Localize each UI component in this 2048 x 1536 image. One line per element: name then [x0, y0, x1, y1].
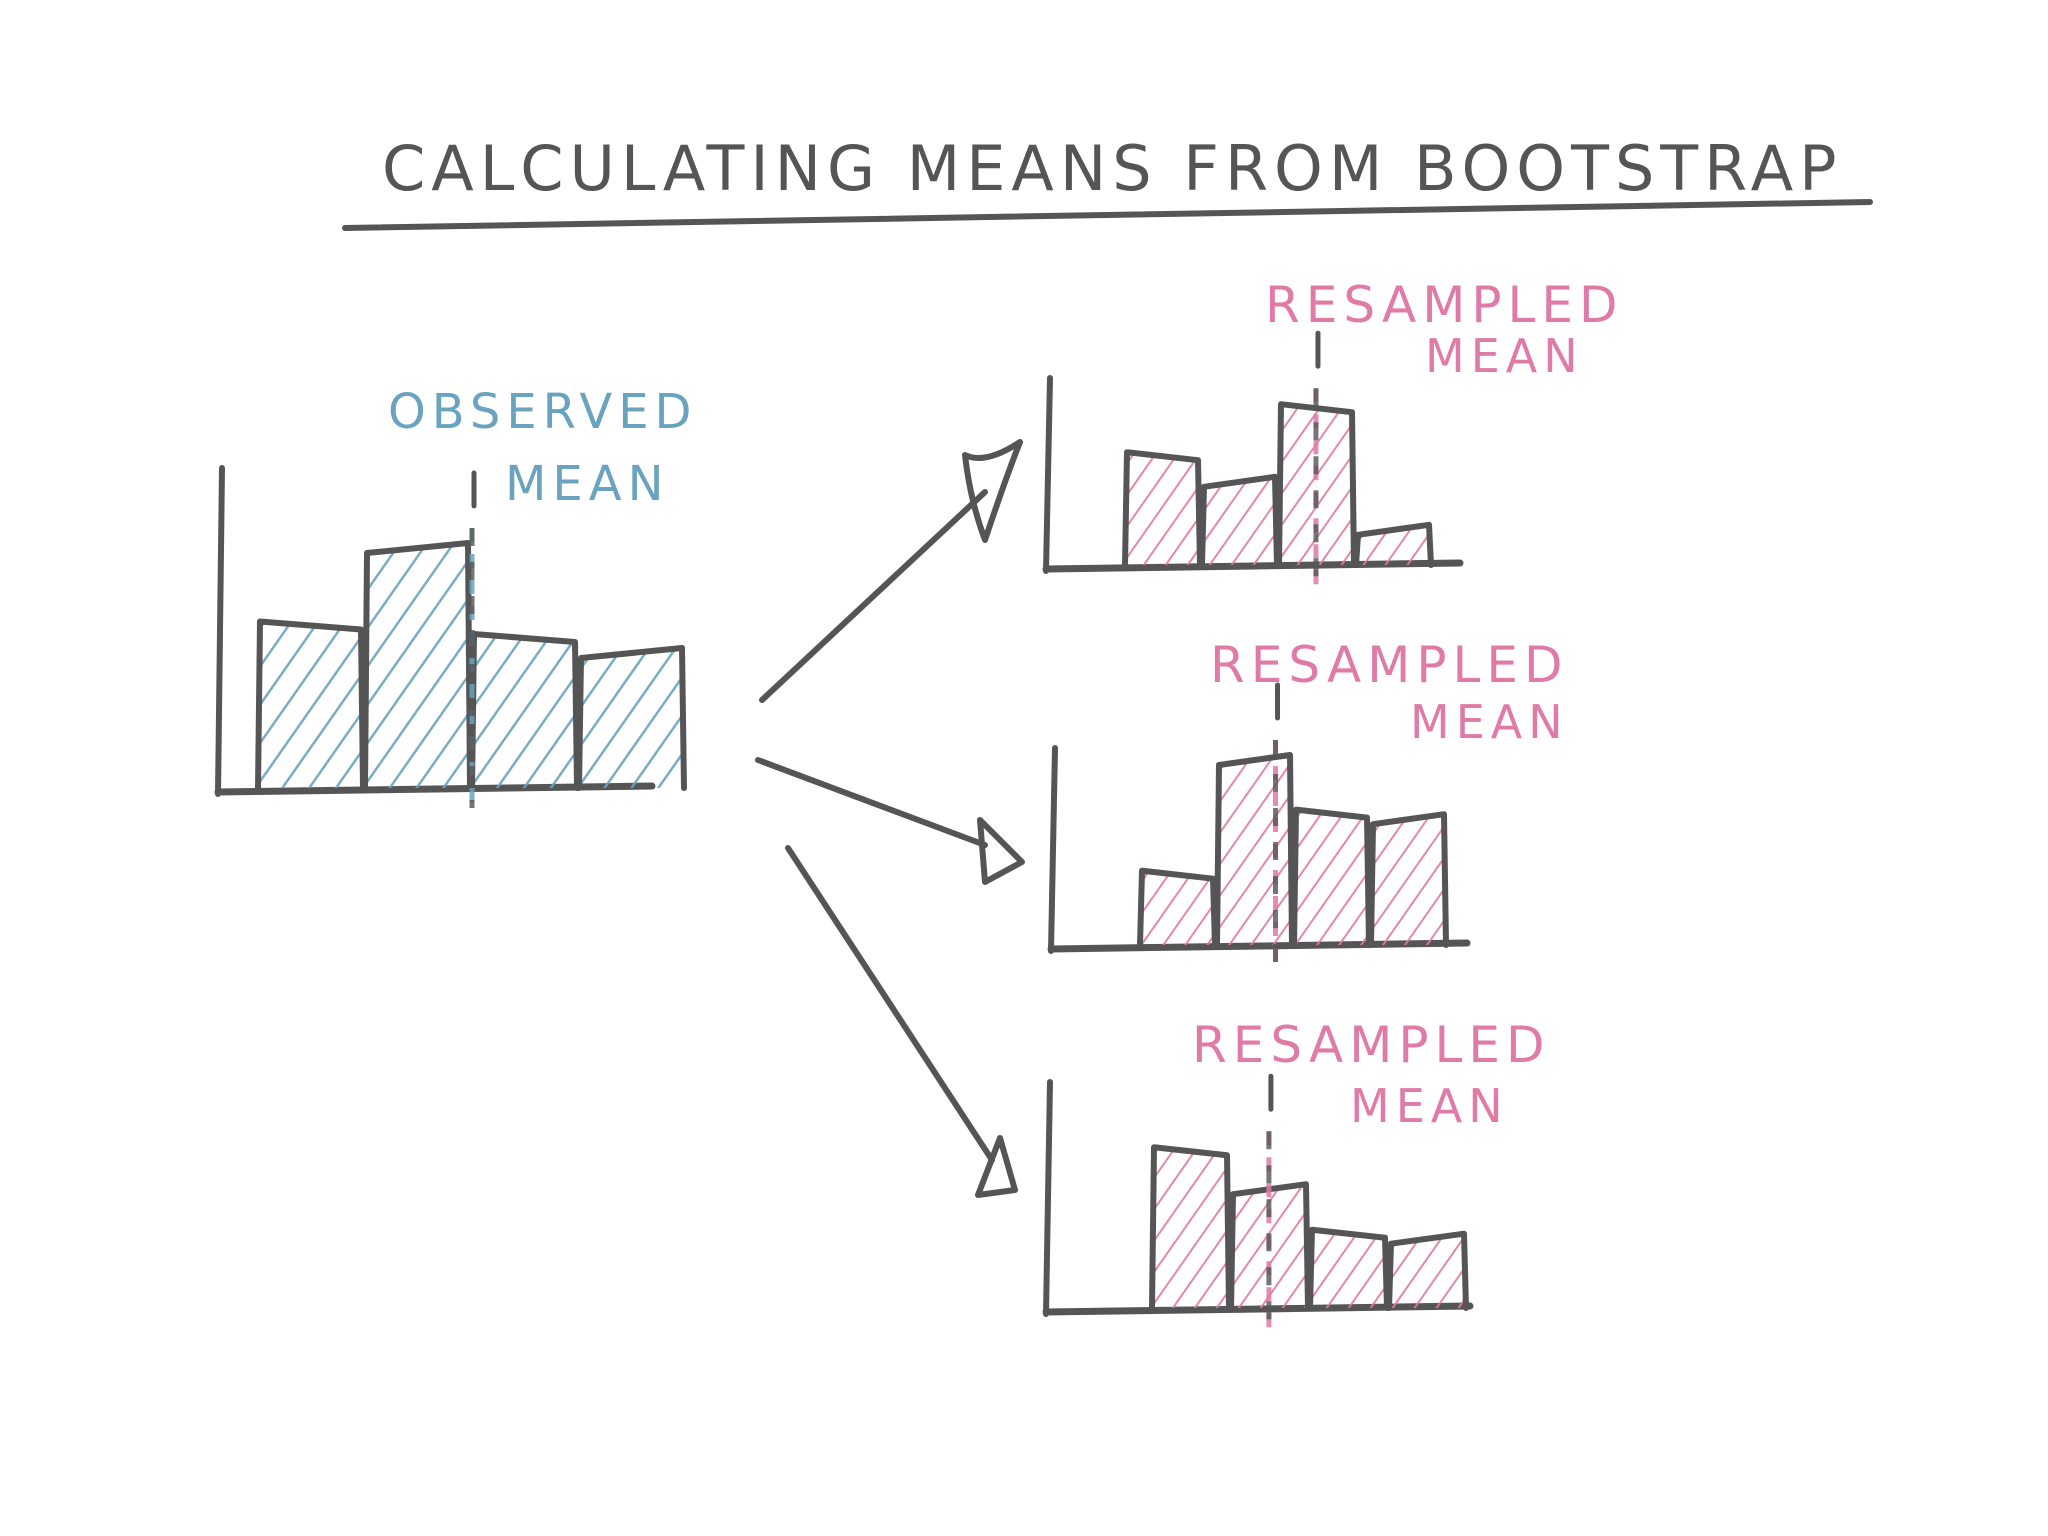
arrow-icon: [759, 439, 1023, 703]
histogram-bar-fill: [1389, 1233, 1466, 1308]
histogram-bar-fill: [1294, 809, 1369, 945]
observed-histogram: [214, 465, 687, 813]
histogram-bar: [1276, 401, 1357, 568]
histogram-bar-fill: [1140, 870, 1215, 945]
histogram-bar-fill: [365, 543, 470, 788]
y-axis: [215, 465, 225, 797]
histogram-bar: [1214, 752, 1295, 948]
histogram-bar: [1386, 1230, 1469, 1311]
y-axis: [1048, 745, 1058, 954]
diagram-title: CALCULATING MEANS FROM BOOTSTRAP: [382, 132, 1843, 205]
observed-label-line1: OBSERVED: [388, 384, 698, 440]
histogram-bar: [1199, 473, 1280, 568]
histogram-bar-fill: [258, 621, 363, 788]
resample-1-label-line2: MEAN: [1425, 329, 1584, 383]
histogram-bar: [1291, 806, 1372, 948]
resample-3-label-line2: MEAN: [1350, 1079, 1509, 1133]
histogram-bar: [255, 618, 366, 791]
histogram-bar-fill: [1125, 452, 1200, 565]
histogram-bar-fill: [1217, 755, 1292, 945]
arrow-icon: [755, 757, 1025, 885]
resample-histogram-3: [1042, 1073, 1474, 1333]
histogram-bar: [1368, 811, 1449, 948]
histogram-bar-fill: [1152, 1147, 1229, 1308]
resample-3-label-line1: RESAMPLED: [1192, 1016, 1550, 1074]
histogram-bar: [576, 645, 687, 791]
histogram-bar-fill: [1202, 476, 1277, 565]
histogram-bar-fill: [1310, 1229, 1387, 1308]
arrow-icon: [785, 845, 1018, 1198]
histogram-bar-fill: [1279, 404, 1354, 565]
histogram-bar: [1353, 521, 1434, 568]
histogram-bar: [1149, 1144, 1232, 1311]
histogram-bar: [1137, 867, 1218, 948]
histogram-bar-fill: [1371, 814, 1446, 945]
histogram-bar-fill: [472, 634, 577, 788]
resample-histogram-2: [1047, 682, 1471, 970]
observed-label-line2: MEAN: [505, 456, 669, 512]
resample-2-label-line2: MEAN: [1410, 695, 1569, 749]
resample-2-label-line1: RESAMPLED: [1210, 636, 1568, 694]
histogram-bar: [1122, 449, 1203, 568]
y-axis: [1043, 1079, 1053, 1317]
histogram-bar: [1307, 1226, 1390, 1311]
histogram-bar: [362, 540, 473, 791]
title-underline: [342, 199, 1873, 231]
y-axis: [1043, 375, 1053, 574]
resample-1-label-line1: RESAMPLED: [1265, 276, 1623, 334]
resample-histogram-1: [1042, 330, 1464, 590]
histogram-bar-fill: [579, 648, 684, 788]
